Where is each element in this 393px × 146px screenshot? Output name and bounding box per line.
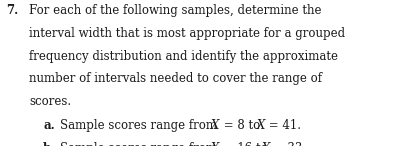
Text: scores.: scores. <box>29 95 72 108</box>
Text: 7.: 7. <box>6 4 18 17</box>
Text: a.: a. <box>43 119 55 132</box>
Text: number of intervals needed to cover the range of: number of intervals needed to cover the … <box>29 72 323 85</box>
Text: b.: b. <box>43 142 55 146</box>
Text: = 41.: = 41. <box>265 119 301 132</box>
Text: = 16 to: = 16 to <box>220 142 271 146</box>
Text: = 8 to: = 8 to <box>220 119 264 132</box>
Text: interval width that is most appropriate for a grouped: interval width that is most appropriate … <box>29 27 345 40</box>
Text: X: X <box>261 142 270 146</box>
Text: frequency distribution and identify the approximate: frequency distribution and identify the … <box>29 50 338 63</box>
Text: X: X <box>257 119 265 132</box>
Text: X: X <box>211 119 219 132</box>
Text: X: X <box>211 142 219 146</box>
Text: Sample scores range from: Sample scores range from <box>60 119 221 132</box>
Text: = 33.: = 33. <box>270 142 306 146</box>
Text: Sample scores range from: Sample scores range from <box>60 142 221 146</box>
Text: For each of the following samples, determine the: For each of the following samples, deter… <box>29 4 322 17</box>
